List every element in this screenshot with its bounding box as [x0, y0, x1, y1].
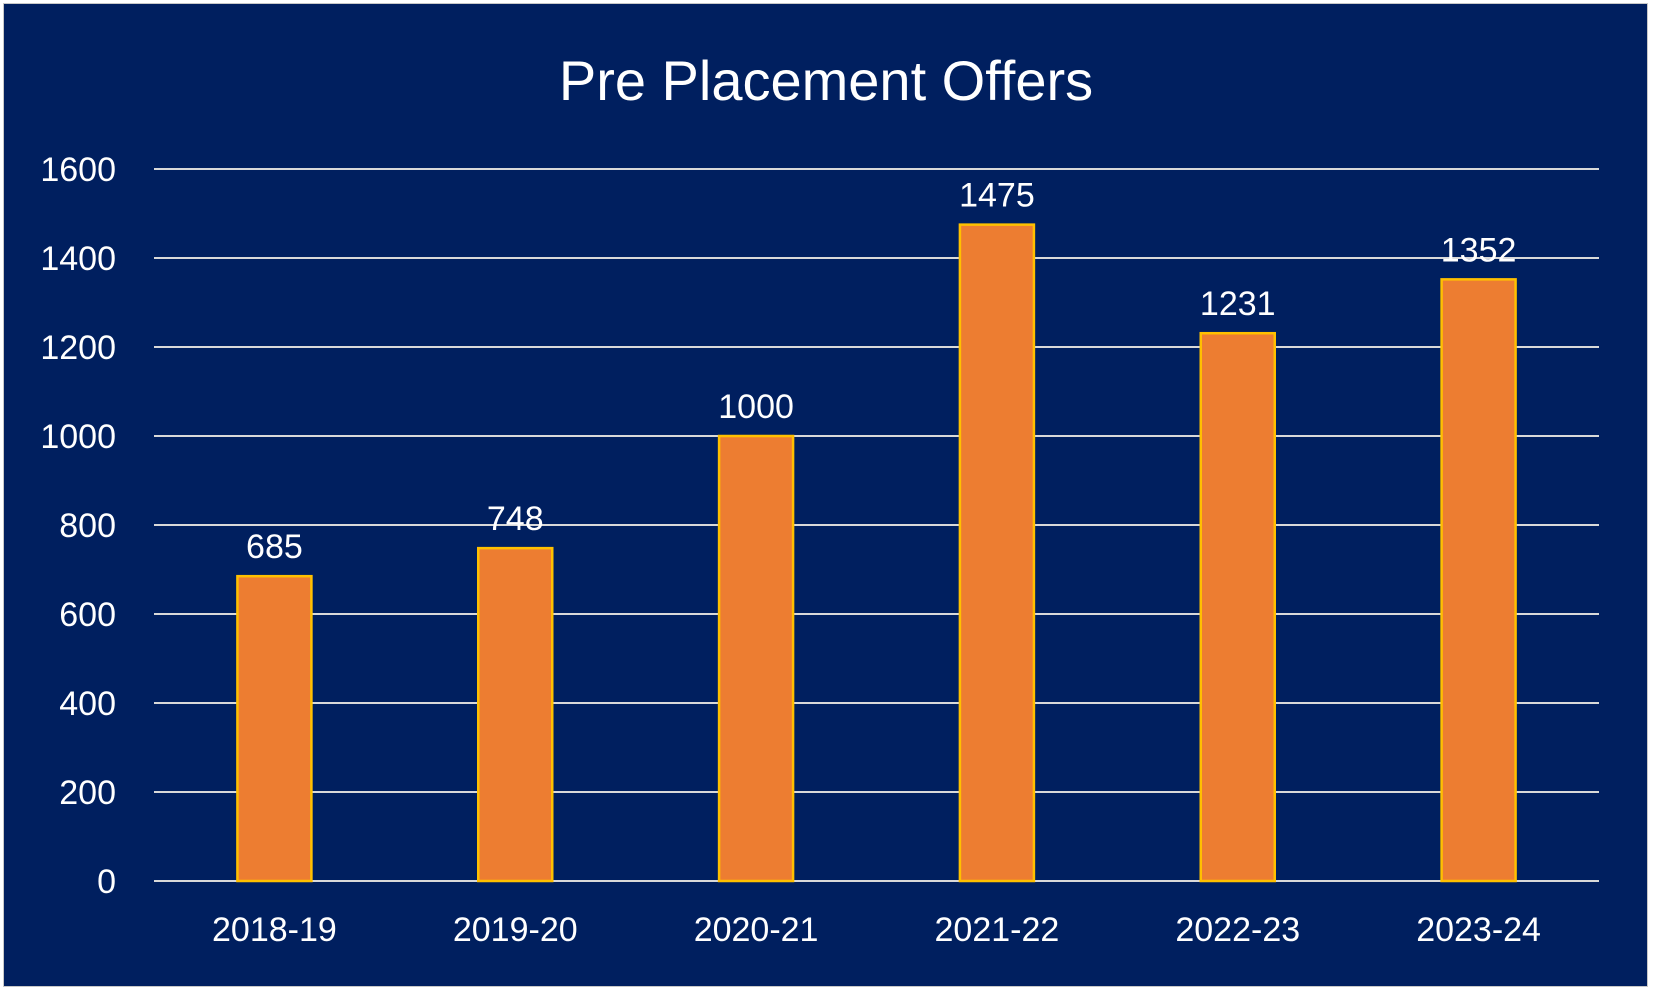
bar — [1199, 331, 1276, 883]
x-tick-label: 2018-19 — [212, 911, 337, 949]
y-axis-ticks: 0 200 400 600 800 1000 1200 1400 1600 — [40, 151, 116, 901]
bar — [958, 223, 1036, 883]
y-tick-label: 1000 — [40, 418, 116, 456]
data-label: 1352 — [1441, 231, 1517, 269]
data-label: 748 — [487, 500, 544, 538]
x-tick-label: 2019-20 — [453, 911, 578, 949]
y-tick-label: 1200 — [40, 329, 116, 367]
chart-frame: Pre Placement Offers 0 200 400 600 800 1000 12… — [3, 3, 1648, 987]
x-tick-label: 2023-24 — [1416, 911, 1541, 949]
y-tick-label: 400 — [59, 685, 116, 723]
x-axis-ticks: 2018-19 2019-20 2020-21 2021-22 2022-23 2023-… — [212, 911, 1541, 949]
bar-chart: Pre Placement Offers 0 200 400 600 800 1000 12… — [40, 49, 1599, 949]
chart-title: Pre Placement Offers — [559, 49, 1093, 112]
y-tick-label: 1600 — [40, 151, 116, 189]
bar — [1440, 278, 1517, 883]
bars — [236, 223, 1517, 883]
data-label: 1231 — [1200, 285, 1276, 323]
data-label: 1475 — [959, 177, 1035, 215]
data-label: 1000 — [718, 388, 794, 426]
bar — [477, 546, 554, 883]
data-label: 685 — [246, 528, 303, 566]
data-labels: 685 748 1000 1475 1231 1352 — [246, 177, 1516, 567]
bar — [717, 434, 795, 883]
y-tick-label: 600 — [59, 596, 116, 634]
x-tick-label: 2021-22 — [935, 911, 1060, 949]
bar — [236, 574, 313, 883]
x-tick-label: 2020-21 — [694, 911, 819, 949]
y-tick-label: 800 — [59, 507, 116, 545]
y-tick-label: 0 — [97, 863, 116, 901]
y-tick-label: 1400 — [40, 240, 116, 278]
x-tick-label: 2022-23 — [1175, 911, 1300, 949]
y-tick-label: 200 — [59, 774, 116, 812]
gridlines — [154, 168, 1599, 882]
